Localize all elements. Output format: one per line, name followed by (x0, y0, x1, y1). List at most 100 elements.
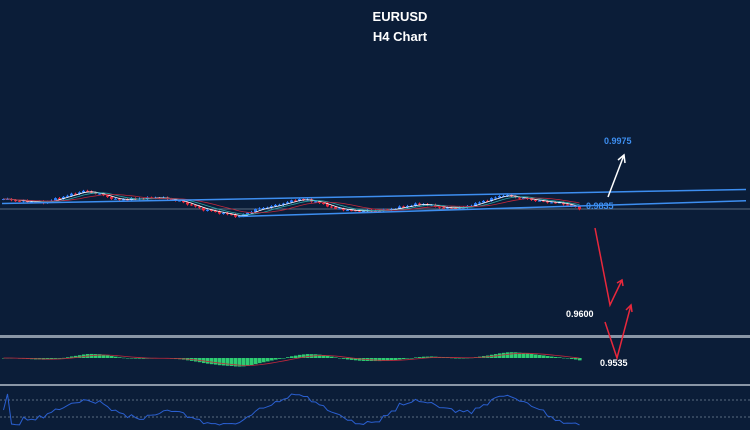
candle-body (498, 195, 501, 198)
candle-body (6, 198, 9, 200)
macd-histogram-bar (126, 358, 130, 359)
candle-body (490, 198, 493, 201)
macd-histogram-bar (402, 358, 406, 360)
macd-histogram-bar (558, 357, 562, 358)
macd-histogram-bar (346, 358, 350, 360)
moving-average-line (3, 192, 580, 215)
candle-body (54, 198, 57, 201)
candle-body (106, 195, 109, 197)
candle-body (494, 197, 497, 199)
candle-body (518, 197, 521, 199)
candle-body (62, 196, 65, 199)
candle-body (322, 203, 325, 205)
candle-body (178, 200, 181, 202)
candle-body (58, 198, 61, 200)
macd-histogram-bar (278, 358, 282, 359)
candle-body (326, 203, 329, 207)
macd-histogram-bar (218, 358, 222, 366)
macd-histogram-bar (578, 358, 582, 361)
candle-body (350, 210, 353, 212)
macd-histogram-bar (322, 355, 326, 358)
macd-histogram-bar (222, 358, 226, 366)
macd-histogram-bar (514, 352, 518, 358)
trendline (237, 200, 747, 218)
candle-body (478, 202, 481, 204)
candle-body (186, 202, 189, 205)
candle-body (86, 190, 89, 192)
macd-histogram-bar (242, 358, 246, 367)
annotation-09600: 0.9600 (566, 309, 594, 319)
macd-histogram-bar (106, 355, 110, 358)
candle-body (390, 209, 393, 211)
candle-body (190, 204, 193, 206)
macd-histogram-bar (510, 352, 514, 358)
candle-body (314, 201, 317, 203)
macd-histogram-bar (394, 358, 398, 361)
macd-histogram-bar (410, 358, 414, 359)
red-arrow-head-1 (616, 278, 624, 287)
candle-body (358, 210, 361, 212)
macd-histogram-bar (530, 353, 534, 358)
macd-histogram-bar (534, 354, 538, 358)
candle-body (206, 209, 209, 211)
candle-body (414, 203, 417, 206)
candle-body (334, 207, 337, 209)
macd-histogram-bar (74, 355, 78, 358)
candle-body (114, 198, 117, 200)
macd-histogram-bar (458, 357, 462, 359)
candle-body (270, 206, 273, 208)
macd-histogram-bar (238, 358, 242, 367)
macd-histogram-bar (122, 357, 126, 359)
macd-histogram-bar (418, 357, 422, 358)
candle-body (506, 195, 509, 197)
red-arrow-head-2 (625, 303, 633, 313)
macd-histogram-bar (358, 358, 362, 361)
macd-histogram-bar (58, 358, 62, 359)
candle-body (374, 210, 377, 212)
macd-histogram-bar (78, 355, 82, 358)
candle-body (378, 210, 381, 212)
macd-histogram-bar (342, 358, 346, 359)
candle-body (66, 195, 69, 197)
candle-body (486, 200, 489, 202)
macd-histogram-bar (574, 358, 578, 360)
white-arrow-head (617, 153, 626, 164)
candle-body (522, 197, 525, 199)
macd-histogram-bar (566, 358, 570, 359)
macd-histogram-bar (382, 358, 386, 361)
white-arrow-up (607, 154, 625, 198)
macd-histogram-bar (414, 357, 418, 358)
candle-body (74, 193, 77, 195)
candle-body (170, 198, 173, 200)
candle-body (214, 211, 217, 213)
macd-histogram-bar (350, 358, 354, 360)
candle-body (226, 212, 229, 215)
macd-histogram-bar (570, 358, 574, 359)
candle-body (298, 198, 301, 201)
panel-separator-rsi (0, 384, 750, 386)
candle-body (198, 206, 201, 208)
candle-body (338, 208, 341, 210)
candle-body (194, 205, 197, 207)
macd-histogram-bar (286, 357, 290, 358)
trendline (1, 188, 747, 205)
chart-subtitle: H4 Chart (372, 29, 428, 44)
candle-body (398, 206, 401, 209)
macd-histogram-bar (338, 358, 342, 359)
candle-body (14, 200, 17, 202)
macd-histogram-bar (518, 352, 522, 358)
candle-body (274, 204, 277, 207)
macd-histogram-bar (330, 356, 334, 358)
macd-histogram-bar (318, 354, 322, 358)
candle-body (70, 193, 73, 196)
candle-body (254, 209, 257, 213)
candle-body (530, 198, 533, 200)
candle-body (202, 207, 205, 211)
candle-body (418, 203, 421, 205)
candle-body (502, 195, 505, 197)
candle-body (290, 200, 293, 203)
macd-histogram-bar (462, 358, 466, 359)
red-arrow-down-1 (594, 227, 623, 308)
macd-histogram-bar (354, 358, 358, 361)
macd-histogram-bar (406, 358, 410, 359)
